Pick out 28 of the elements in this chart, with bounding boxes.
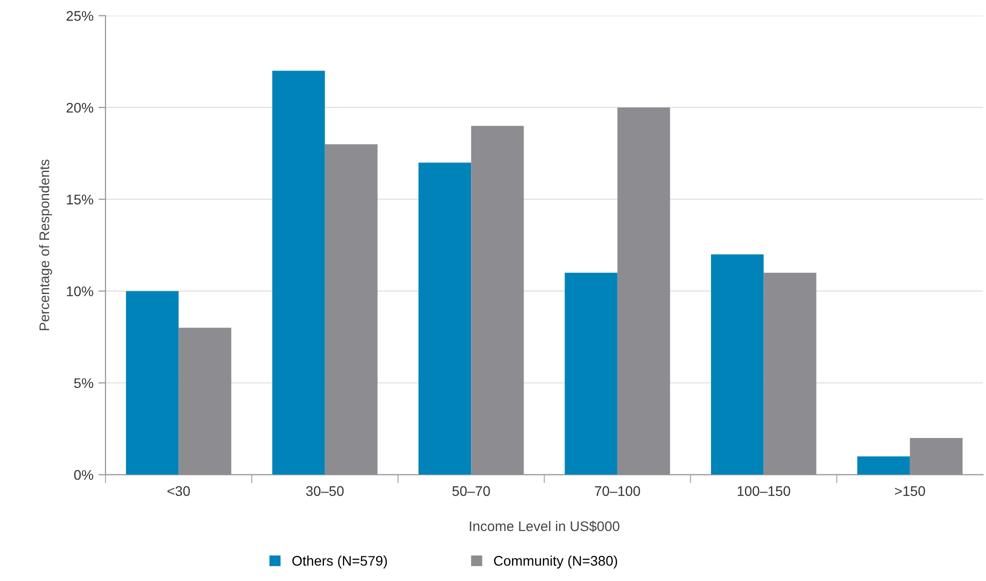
bar [711, 254, 764, 475]
x-tick-label: 70–100 [594, 486, 640, 496]
legend-label: Community (N=380) [494, 556, 618, 568]
bar [564, 272, 618, 475]
y-tick-label: 25% [66, 11, 94, 21]
x-tick-label: >150 [894, 486, 926, 496]
y-tick-label: 20% [66, 102, 94, 113]
bar [764, 272, 816, 475]
y-tick-label: 0% [74, 470, 94, 480]
bar [471, 126, 524, 475]
y-tick-label: 10% [66, 286, 94, 296]
x-axis-title: Income Level in US$000 [470, 520, 620, 532]
y-axis-title: Percentage of Respondents [39, 160, 52, 330]
x-tick-label: 30–50 [306, 486, 344, 496]
bar [910, 438, 963, 475]
legend-label: Others (N=579) [292, 556, 387, 568]
bar [857, 456, 910, 475]
x-tick-label: 50–70 [452, 486, 490, 496]
y-tick-label: 5% [74, 378, 94, 388]
x-tick-label: 100–150 [738, 486, 790, 496]
bar [178, 328, 232, 475]
bar [324, 144, 378, 475]
bar [617, 107, 670, 475]
bar [272, 70, 325, 475]
bar [126, 291, 179, 475]
y-tick-label: 15% [66, 194, 94, 204]
bar [418, 162, 472, 475]
x-tick-label: <30 [168, 486, 190, 496]
